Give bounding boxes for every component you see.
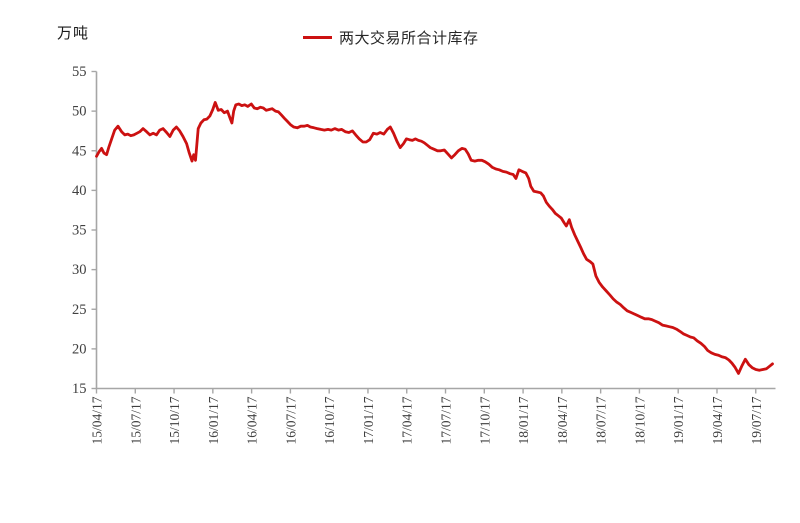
legend: 两大交易所合计库存 [303, 27, 479, 48]
x-tick-label: 16/04/17 [245, 396, 260, 444]
x-tick-label: 18/10/17 [632, 396, 647, 444]
x-tick-label: 18/04/17 [555, 396, 570, 444]
x-tick-label: 17/07/17 [439, 396, 454, 444]
axis-lines [95, 71, 776, 390]
x-tick-label: 15/10/17 [167, 396, 182, 444]
legend-line-swatch [303, 36, 332, 39]
y-tick-label: 40 [72, 183, 87, 199]
x-tick-label: 19/07/17 [749, 396, 764, 444]
x-tick-label: 19/01/17 [671, 396, 686, 444]
y-axis-unit-label: 万吨 [57, 26, 90, 42]
y-tick-label: 45 [72, 143, 87, 159]
x-tick-label: 17/10/17 [477, 396, 492, 444]
x-tick-label: 15/07/17 [128, 396, 143, 444]
legend-series-label: 两大交易所合计库存 [339, 31, 479, 47]
y-tick-label: 25 [72, 302, 87, 318]
x-tick-label: 18/07/17 [594, 396, 609, 444]
x-tick-label: 18/01/17 [516, 396, 531, 444]
x-tick-label: 19/04/17 [710, 396, 725, 444]
y-tick-label: 55 [72, 64, 87, 80]
x-tick-label: 16/07/17 [283, 396, 298, 444]
y-tick-label: 50 [72, 104, 87, 120]
x-tick-label: 15/04/17 [90, 396, 105, 444]
x-tick-label: 16/01/17 [206, 396, 221, 444]
x-tick-label: 17/04/17 [400, 396, 415, 444]
y-tick-label: 30 [72, 262, 87, 278]
series-line [95, 101, 774, 375]
x-tick-label: 16/10/17 [322, 396, 337, 444]
x-tick-label: 17/01/17 [361, 396, 376, 444]
y-tick-label: 35 [72, 223, 87, 239]
y-tick-label: 15 [72, 381, 87, 397]
y-tick-label: 20 [72, 341, 87, 357]
